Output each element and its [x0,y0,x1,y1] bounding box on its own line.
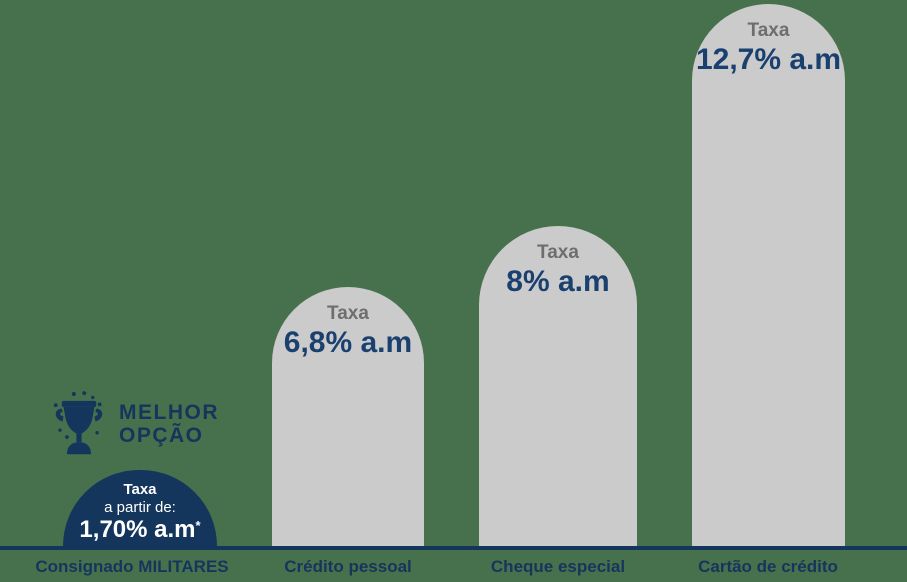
category-label-credito-pessoal: Crédito pessoal [284,557,412,576]
taxa-value: 6,8% a.m [283,325,413,359]
taxa-subheading: a partir de: [104,498,176,516]
baseline-axis [0,546,907,550]
best-option-badge: MELHOR OPÇÃO [48,390,219,460]
taxa-heading: Taxa [747,20,790,41]
category-label-cartao-de-credito: Cartão de crédito [698,557,838,576]
taxa-heading: Taxa [537,242,579,263]
bar-cartao-de-credito: Taxa 12,7% a.m [692,4,845,546]
taxa-value: 12,7% a.m [695,42,842,76]
taxa-value: 8% a.m [506,264,610,298]
category-label-consignado-militares: Consignado MILITARES [35,557,229,576]
best-option-line1: MELHOR [119,401,219,425]
best-option-label: MELHOR OPÇÃO [119,402,219,447]
taxa-heading: Taxa [327,303,369,324]
bar-cheque-especial: Taxa 8% a.m [479,226,637,546]
taxa-value-text: 1,70% a.m [79,515,196,543]
best-option-line2: OPÇÃO [119,424,204,447]
bar-consignado-militares: Taxa a partir de: 1,70% a.m* [63,470,217,546]
bar-credito-pessoal: Taxa 6,8% a.m [272,287,424,546]
taxa-heading: Taxa [123,481,157,499]
taxa-value: 1,70% a.m* [79,515,201,543]
trophy-icon [48,390,110,460]
footnote-asterisk: * [195,517,201,533]
category-label-cheque-especial: Cheque especial [490,557,626,576]
